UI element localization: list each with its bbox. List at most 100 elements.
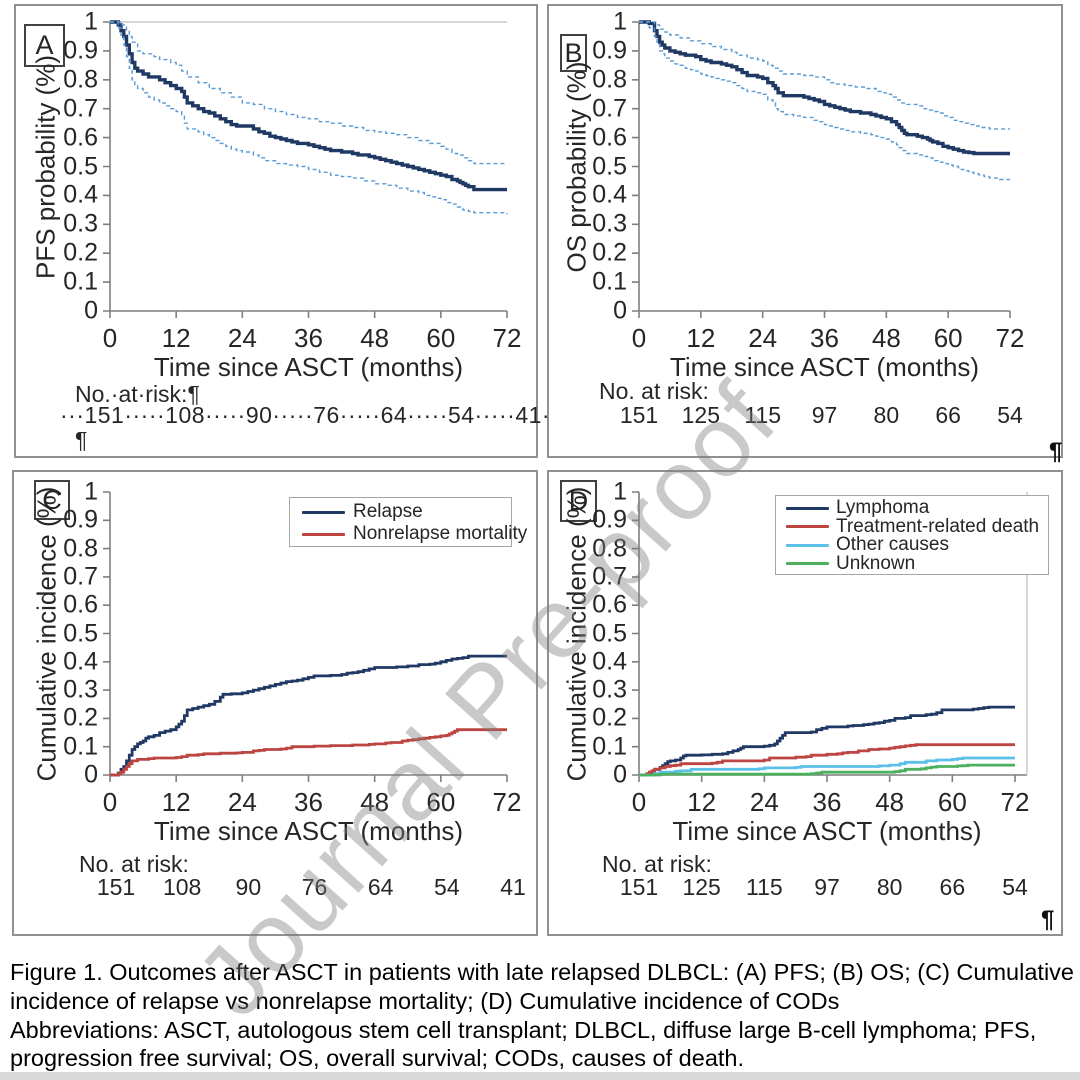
figure-caption: Figure 1. Outcomes after ASCT in patient… [10,958,1074,1073]
y-tick-label: 0.3 [592,209,627,238]
y-tick-label: 0.7 [63,94,98,123]
caption-line-3: Abbreviations: ASCT, autologous stem cel… [10,1016,1037,1043]
os-upper-ci-curve [639,21,1010,130]
x-tick-label: 24 [749,787,779,817]
number-at-risk-value: 54 [434,874,460,900]
y-tick-label: 0 [613,760,627,789]
y-tick-label: 0.9 [63,505,98,534]
number-at-risk-value: 41 [500,874,526,900]
legend-line-sample-red [786,525,829,529]
number-at-risk-value: 97 [811,402,838,428]
x-tick-label: 36 [812,787,842,817]
y-tick-label: 0.2 [592,238,627,267]
y-axis-title: OS probability (%) [561,61,592,272]
y-tick-label: 0.6 [63,123,98,152]
y-tick-label: 0.3 [592,675,627,704]
x-tick-label: 36 [294,787,323,817]
y-tick-label: 0 [613,296,627,325]
x-tick-label: 48 [875,787,905,817]
y-tick-label: 0.4 [592,180,627,209]
x-tick-label: 48 [871,323,901,353]
plot-area-d [632,491,1028,782]
number-at-risk-value: 151 [96,874,136,900]
number-at-risk-value: 108 [162,874,202,900]
panel-label-box: B [560,34,587,72]
pfs-curve [110,20,507,192]
x-tick-label: 72 [492,323,522,353]
number-at-risk-value: 97 [814,874,840,900]
y-tick-label: 1 [613,7,627,36]
y-tick-label: 0.2 [63,703,98,732]
legend-label: Treatment-related death [836,515,1040,537]
lymphoma-curve [639,705,1015,777]
axes [632,21,1011,318]
number-at-risk-value: 125 [681,402,721,428]
x-tick-label: 24 [748,323,778,353]
number-at-risk-value: 115 [745,874,783,900]
y-tick-label: 0.1 [63,732,98,761]
number-at-risk-value: 115 [744,402,781,428]
y-tick-label: 0 [84,760,98,789]
pilcrow-mark-top: ¶ [1049,438,1063,465]
y-tick-label: 0.9 [592,505,627,534]
x-tick-label: 60 [937,787,967,817]
number-at-risk-value: 90 [235,874,262,900]
number-at-risk-value: 80 [873,402,900,428]
x-tick-label: 60 [426,323,456,353]
number-at-risk-label: No. at risk: [599,378,709,404]
treatment-related-death-curve [639,743,1015,777]
legend-label: Relapse [353,501,423,522]
panel-d-causes-of-death: D Cumulative incidence (%) 1 0.9 0.8 0.7 0.6 0.… [547,470,1063,936]
number-at-risk-value: 54 [1002,874,1028,900]
number-at-risk-row: ···151·····108·····90·····76·····64·····… [60,402,567,428]
plot-area-b [632,20,1011,318]
number-at-risk-value: 125 [682,874,721,900]
plot-area-a [103,20,508,318]
nonrelapse-mortality-curve [110,728,507,777]
x-tick-label: 12 [687,787,717,817]
relapse-curve [110,654,507,777]
number-at-risk-value: 54 [997,402,1023,428]
number-at-risk-value: 64 [367,874,394,900]
y-tick-label: 0.6 [592,123,627,152]
os-curve [639,20,1010,156]
caption-line-2: incidence of relapse vs nonrelapse morta… [10,987,840,1014]
legend-line-sample-navy [786,506,829,510]
x-tick-label: 24 [227,787,257,817]
x-tick-label: 12 [686,323,716,353]
axes [103,21,508,318]
y-tick-label: 0.4 [63,647,98,676]
pilcrow-mark-bottom: ¶ [1041,906,1055,933]
legend-label: Unknown [836,552,916,574]
y-tick-label: 1 [613,477,627,506]
y-tick-label: 0 [84,296,98,325]
number-at-risk-value: 151 [619,874,659,900]
y-tick-label: 0.4 [63,180,98,209]
y-tick-label: 0.7 [592,94,627,123]
y-tick-label: 0.5 [592,152,627,180]
x-tick-label: 72 [995,323,1025,353]
x-tick-label: 0 [631,787,647,817]
panel-label-box: A [24,24,65,67]
y-tick-label: 0.4 [592,647,627,676]
legend-line-sample-navy [302,510,345,514]
x-tick-label: 60 [426,787,456,817]
y-axis-title: Cumulative incidence (%) [561,486,592,781]
legend-label: Other causes [836,534,949,556]
os-lower-ci-curve [639,21,1010,181]
y-tick-label: 0.9 [63,36,98,65]
x-tick-label: 12 [161,323,191,353]
y-tick-label: 0.6 [63,590,98,619]
x-tick-label: 0 [102,787,118,817]
unknown-curve [639,763,1015,777]
number-at-risk-label: No. at risk: [602,851,712,877]
y-tick-label: 0.3 [63,209,98,238]
x-tick-label: 48 [360,787,390,817]
x-tick-label: 48 [360,323,390,353]
y-tick-label: 0.8 [592,65,627,94]
number-at-risk-label: No.·at·risk:¶ [75,381,200,407]
pfs-upper-ci-curve [110,21,507,165]
y-tick-label: 0.2 [592,703,627,732]
x-tick-label: 24 [227,323,257,353]
